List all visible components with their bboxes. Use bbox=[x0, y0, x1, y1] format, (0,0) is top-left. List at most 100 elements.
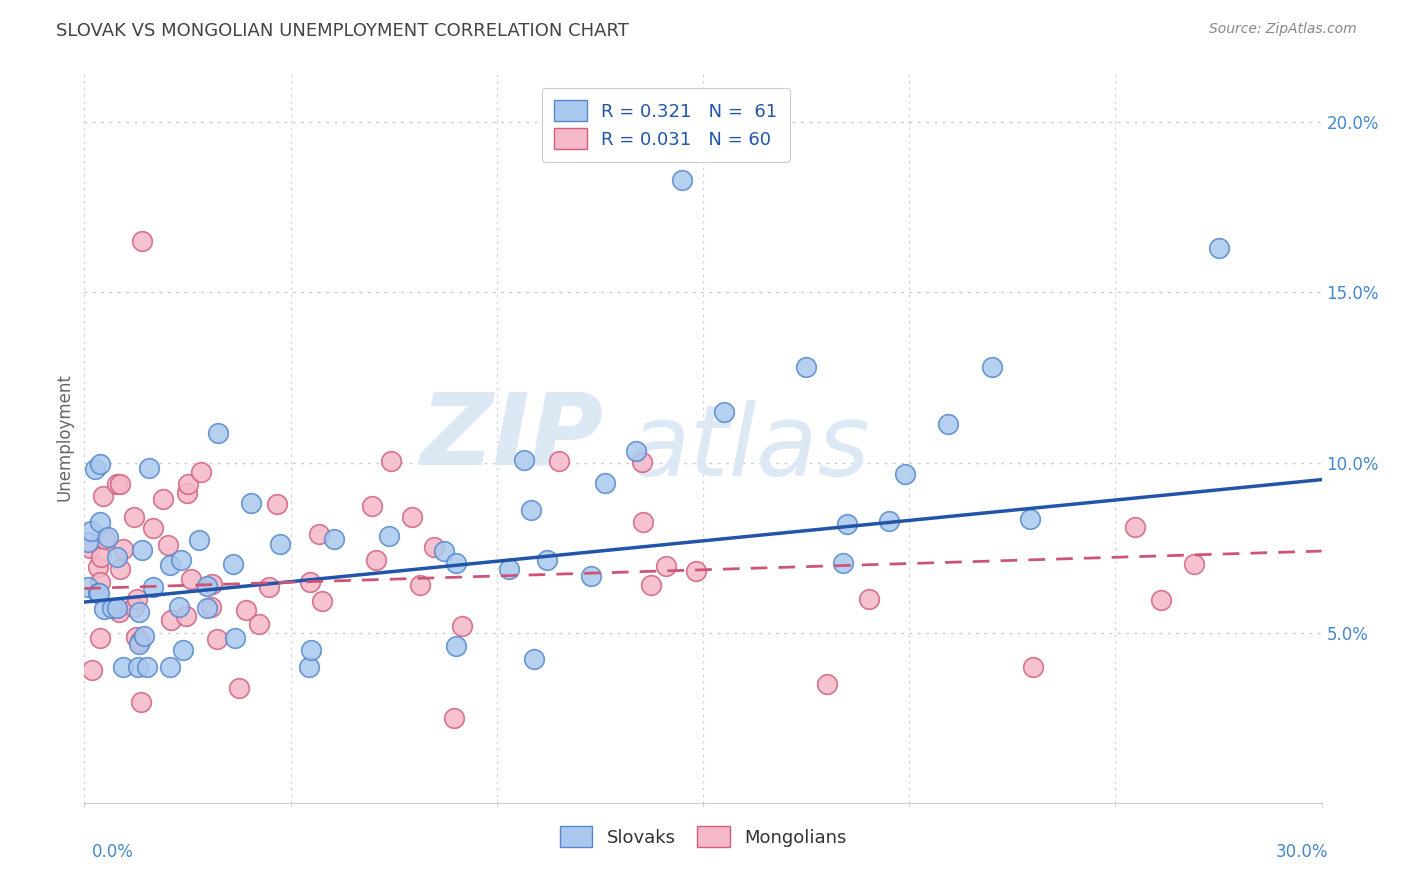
Point bbox=[89, 586, 111, 600]
Point bbox=[520, 502, 543, 516]
Point bbox=[512, 452, 534, 467]
Point bbox=[936, 417, 959, 431]
Point bbox=[160, 613, 183, 627]
Point bbox=[201, 577, 224, 591]
Point bbox=[270, 537, 292, 551]
Point bbox=[180, 572, 202, 586]
Point bbox=[131, 542, 153, 557]
Text: 0.0%: 0.0% bbox=[91, 843, 134, 861]
Point bbox=[205, 632, 228, 646]
Point bbox=[877, 514, 900, 528]
Point bbox=[187, 533, 209, 547]
Point bbox=[176, 486, 198, 500]
Point bbox=[142, 580, 165, 594]
Point bbox=[177, 477, 200, 491]
Point bbox=[401, 510, 423, 524]
Point bbox=[136, 659, 159, 673]
Point bbox=[108, 476, 131, 491]
Point bbox=[80, 524, 103, 538]
Point bbox=[433, 543, 456, 558]
Point bbox=[89, 457, 111, 471]
Point bbox=[523, 651, 546, 665]
Point bbox=[170, 553, 193, 567]
Point bbox=[1125, 520, 1147, 534]
Point bbox=[655, 558, 678, 573]
Text: Source: ZipAtlas.com: Source: ZipAtlas.com bbox=[1209, 22, 1357, 37]
Point bbox=[633, 515, 655, 529]
Point bbox=[111, 659, 134, 673]
Point bbox=[87, 586, 110, 600]
Point bbox=[105, 600, 128, 615]
Point bbox=[266, 497, 288, 511]
Point bbox=[408, 578, 430, 592]
Point bbox=[142, 521, 165, 535]
Point bbox=[221, 557, 243, 571]
Point bbox=[100, 600, 122, 615]
Point bbox=[108, 561, 131, 575]
Point bbox=[311, 594, 333, 608]
Y-axis label: Unemployment: Unemployment bbox=[55, 373, 73, 501]
Point bbox=[298, 575, 321, 590]
Point bbox=[640, 578, 662, 592]
Point bbox=[593, 476, 616, 491]
Point bbox=[169, 599, 191, 614]
Point bbox=[626, 443, 648, 458]
Point bbox=[444, 556, 467, 570]
Point bbox=[134, 629, 156, 643]
Point bbox=[94, 532, 117, 546]
Point bbox=[86, 560, 108, 574]
Point bbox=[630, 454, 652, 468]
Point bbox=[195, 601, 218, 615]
Point bbox=[89, 631, 111, 645]
Point bbox=[129, 695, 152, 709]
Point bbox=[125, 630, 148, 644]
Point bbox=[1208, 241, 1230, 255]
Point bbox=[159, 558, 181, 572]
Point bbox=[84, 461, 107, 475]
Point bbox=[90, 549, 112, 564]
Point bbox=[815, 677, 838, 691]
Text: ZIP: ZIP bbox=[420, 389, 605, 485]
Point bbox=[536, 552, 558, 566]
Point bbox=[91, 489, 114, 503]
Point bbox=[80, 663, 103, 677]
Point bbox=[77, 535, 100, 549]
Point bbox=[89, 515, 111, 529]
Point bbox=[111, 541, 134, 556]
Point bbox=[79, 541, 101, 556]
Point bbox=[579, 569, 602, 583]
Point bbox=[105, 550, 128, 565]
Point bbox=[1184, 557, 1206, 571]
Point bbox=[108, 605, 131, 619]
Point bbox=[138, 460, 160, 475]
Point bbox=[122, 510, 145, 524]
Point bbox=[1019, 512, 1042, 526]
Point bbox=[444, 639, 467, 653]
Point bbox=[122, 600, 145, 615]
Point bbox=[157, 538, 180, 552]
Point bbox=[547, 454, 569, 468]
Point bbox=[297, 659, 319, 673]
Point bbox=[685, 565, 707, 579]
Point bbox=[125, 591, 148, 606]
Point bbox=[239, 496, 262, 510]
Point bbox=[832, 556, 855, 570]
Point bbox=[443, 711, 465, 725]
Point bbox=[195, 579, 218, 593]
Point bbox=[378, 529, 401, 543]
Legend: Slovaks, Mongolians: Slovaks, Mongolians bbox=[547, 814, 859, 860]
Point bbox=[247, 616, 270, 631]
Point bbox=[224, 631, 246, 645]
Text: atlas: atlas bbox=[628, 400, 870, 497]
Point bbox=[794, 360, 817, 375]
Point bbox=[200, 600, 222, 615]
Point bbox=[174, 608, 197, 623]
Point bbox=[713, 404, 735, 418]
Point bbox=[498, 562, 520, 576]
Text: 30.0%: 30.0% bbox=[1277, 843, 1329, 861]
Point bbox=[858, 592, 880, 607]
Text: SLOVAK VS MONGOLIAN UNEMPLOYMENT CORRELATION CHART: SLOVAK VS MONGOLIAN UNEMPLOYMENT CORRELA… bbox=[56, 22, 628, 40]
Point bbox=[364, 553, 387, 567]
Point bbox=[159, 659, 181, 673]
Point bbox=[1022, 659, 1045, 673]
